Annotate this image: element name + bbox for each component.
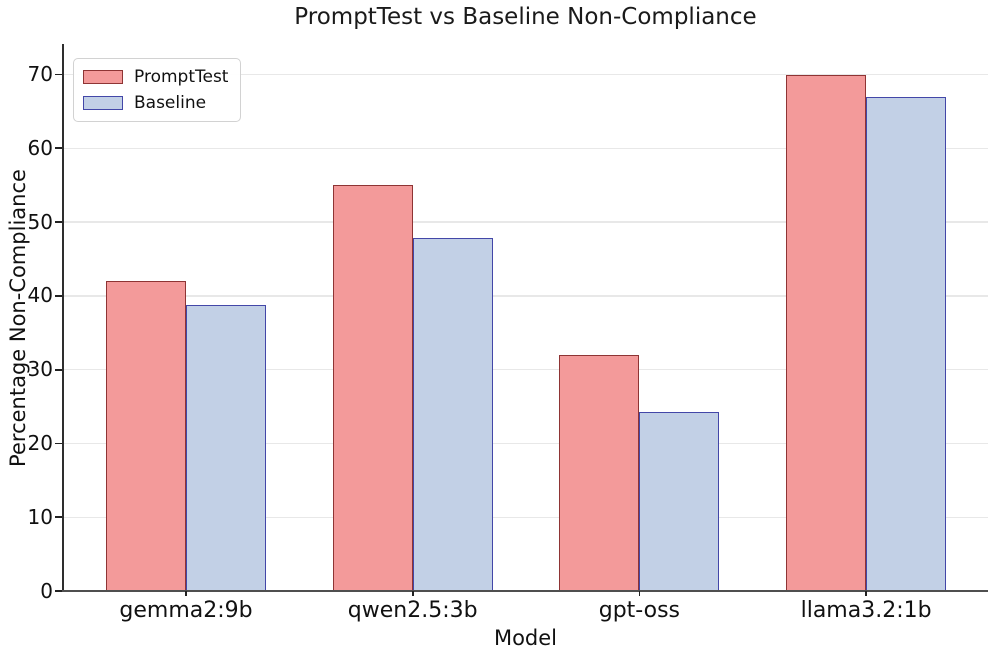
legend-item-baseline: Baseline — [83, 93, 228, 113]
y-tick-mark-70 — [55, 73, 62, 76]
plot-area — [63, 45, 988, 591]
x-tick-mark-llama3-2-1b — [865, 591, 867, 596]
y-tick-mark-50 — [55, 221, 62, 223]
y-tick-label-10: 10 — [27, 504, 53, 529]
y-tick-mark-10 — [55, 516, 62, 519]
x-tick-label-gemma2-9b: gemma2:9b — [119, 598, 253, 623]
legend-label-prompttest: PromptTest — [134, 67, 229, 87]
bar-baseline-llama3-2-1b — [866, 97, 947, 591]
y-tick-label-50: 50 — [27, 209, 53, 234]
y-tick-mark-40 — [55, 294, 62, 297]
legend-label-baseline: Baseline — [134, 93, 207, 113]
y-tick-mark-20 — [55, 442, 62, 445]
bar-prompttest-qwen2-5-3b — [332, 185, 413, 591]
gridline-y-20 — [63, 442, 988, 445]
y-tick-label-20: 20 — [27, 430, 53, 455]
x-tick-mark-gpt-oss — [638, 591, 641, 596]
gridline-y-40 — [63, 295, 988, 297]
bar-baseline-gpt-oss — [639, 412, 720, 591]
x-tick-label-gpt-oss: gpt-oss — [598, 598, 681, 623]
bar-prompttest-gemma2-9b — [106, 281, 186, 591]
legend-swatch-prompttest — [83, 70, 123, 84]
bar-baseline-gemma2-9b — [186, 304, 266, 591]
y-tick-mark-60 — [55, 147, 62, 150]
y-tick-label-40: 40 — [27, 283, 53, 308]
x-tick-label-qwen2-5-3b: qwen2.5:3b — [347, 598, 478, 623]
y-tick-label-30: 30 — [27, 357, 53, 382]
bar-prompttest-gpt-oss — [559, 354, 640, 591]
legend: PromptTest Baseline — [73, 58, 242, 122]
gridline-y-70 — [63, 73, 988, 76]
legend-swatch-baseline — [83, 96, 123, 110]
bar-prompttest-llama3-2-1b — [786, 74, 867, 591]
y-tick-mark-30 — [55, 368, 62, 371]
gridline-y-50 — [63, 221, 988, 223]
x-axis-label: Model — [493, 626, 558, 650]
gridline-y-30 — [63, 368, 988, 371]
legend-item-prompttest: PromptTest — [83, 67, 228, 87]
chart-title: PromptTest vs Baseline Non-Compliance — [294, 4, 757, 30]
y-tick-label-70: 70 — [27, 62, 53, 86]
x-tick-mark-gemma2-9b — [185, 591, 187, 596]
bar-baseline-qwen2-5-3b — [412, 237, 493, 591]
x-tick-label-llama3-2-1b: llama3.2:1b — [800, 598, 932, 623]
gridline-y-10 — [63, 516, 988, 518]
y-tick-label-0: 0 — [40, 578, 53, 603]
gridline-y-60 — [63, 147, 988, 149]
x-axis-spine — [62, 589, 988, 592]
y-tick-mark-0 — [55, 590, 62, 592]
x-tick-mark-qwen2-5-3b — [411, 591, 414, 596]
y-tick-label-60: 60 — [27, 135, 53, 160]
y-axis-spine — [62, 44, 64, 592]
